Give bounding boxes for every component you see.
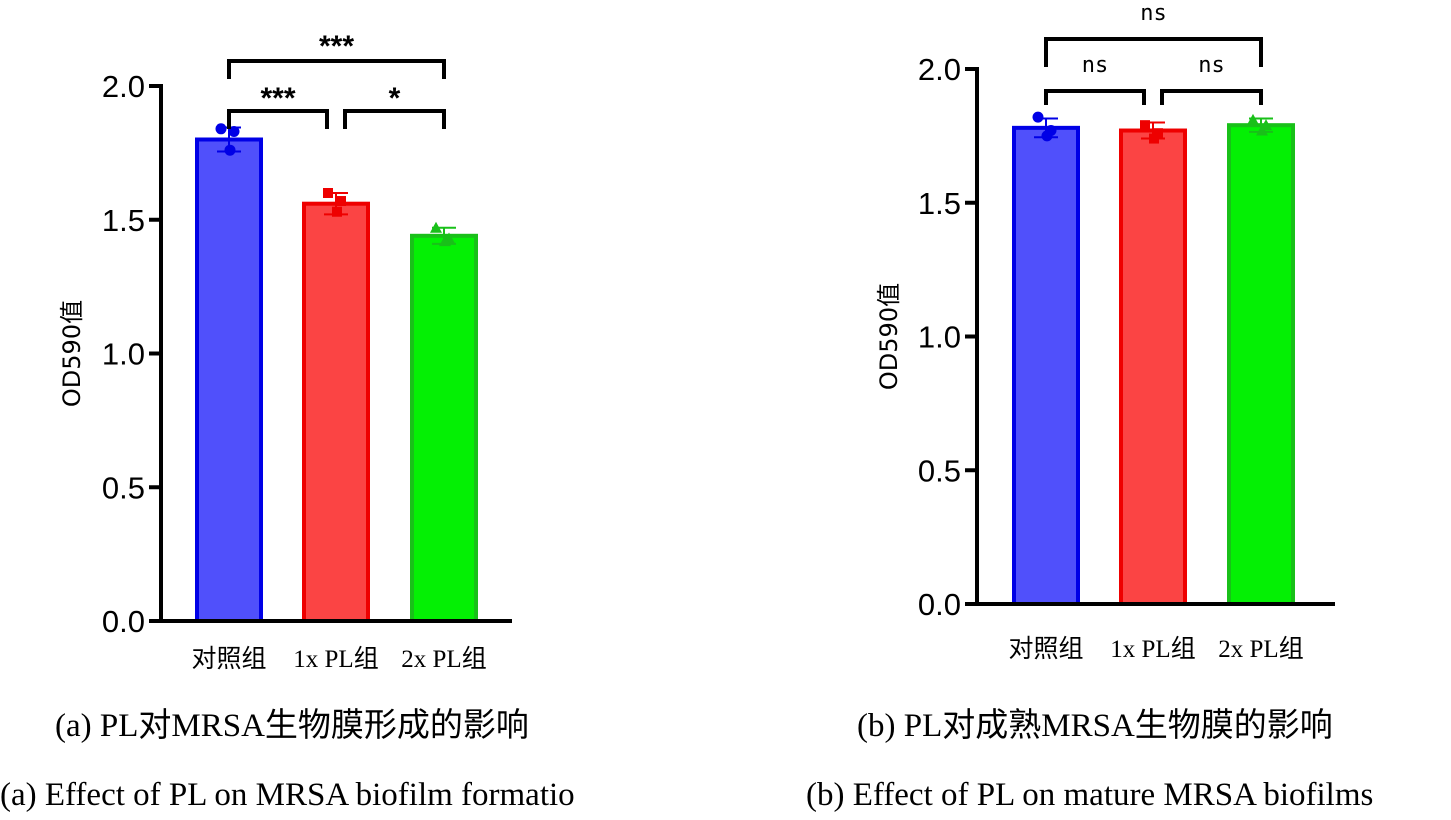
data-point-pl1x	[336, 196, 346, 207]
significance-label: ***	[260, 82, 295, 115]
y-axis-label: OD590值	[58, 300, 86, 407]
x-category-label: 1x PL组	[293, 645, 378, 673]
bar-pl1x	[1119, 128, 1187, 606]
data-point-control	[228, 125, 240, 137]
data-point-pl1x	[1153, 128, 1163, 139]
data-point-control	[215, 123, 227, 135]
y-tick-label: 2.0	[918, 52, 961, 87]
data-point-pl2x	[430, 221, 442, 233]
bar-control	[195, 137, 263, 623]
y-tick-label: 1.5	[918, 186, 961, 221]
caption-b-english: (b) Effect of PL on mature MRSA biofilms	[806, 777, 1374, 813]
x-category-label: 对照组	[191, 645, 266, 673]
x-category-label: 1x PL组	[1110, 635, 1195, 663]
significance-bracket	[1044, 37, 1263, 67]
data-point-control	[1032, 111, 1044, 123]
bar-pl2x	[410, 233, 478, 624]
significance-bracket	[1160, 89, 1263, 105]
caption-b-chinese: (b) PL对成熟MRSA生物膜的影响	[857, 708, 1333, 744]
significance-label: ***	[319, 30, 354, 63]
bar-pl2x	[1227, 123, 1295, 607]
bar-pl1x	[302, 201, 370, 623]
x-category-label: 2x PL组	[401, 645, 486, 673]
data-point-pl2x	[1256, 124, 1268, 136]
x-category-label: 2x PL组	[1218, 635, 1303, 663]
data-point-pl2x	[1247, 113, 1259, 125]
y-tick-label: 0.5	[102, 470, 145, 505]
y-tick-label: 0.5	[918, 453, 961, 488]
x-category-label: 对照组	[1008, 635, 1083, 663]
caption-a-english: (a) Effect of PL on MRSA biofilm formati…	[0, 777, 575, 813]
data-point-control	[224, 144, 236, 156]
y-axis-label: OD590值	[875, 283, 903, 390]
y-tick-label: 0.0	[918, 587, 961, 622]
bar-control	[1012, 125, 1080, 606]
significance-label: ns	[1198, 53, 1225, 78]
y-tick-label: 2.0	[102, 69, 145, 104]
data-point-pl1x	[1140, 120, 1150, 131]
caption-a-chinese: (a) PL对MRSA生物膜形成的影响	[55, 708, 529, 744]
data-point-control	[1041, 130, 1053, 142]
data-point-pl2x	[439, 235, 451, 247]
data-point-pl1x	[323, 188, 333, 198]
significance-bracket	[227, 59, 446, 79]
significance-bracket	[1044, 89, 1146, 105]
significance-label: ns	[1082, 53, 1109, 78]
data-point-pl1x	[332, 206, 342, 217]
data-point-pl1x	[1149, 133, 1159, 144]
y-tick-label: 1.5	[102, 203, 145, 238]
y-tick-label: 1.0	[102, 337, 145, 372]
significance-bracket	[227, 109, 329, 129]
y-tick-label: 0.0	[102, 604, 145, 639]
y-tick-label: 1.0	[918, 320, 961, 355]
significance-label: ns	[1140, 1, 1167, 26]
significance-bracket	[343, 109, 446, 129]
significance-label: *	[389, 82, 401, 115]
